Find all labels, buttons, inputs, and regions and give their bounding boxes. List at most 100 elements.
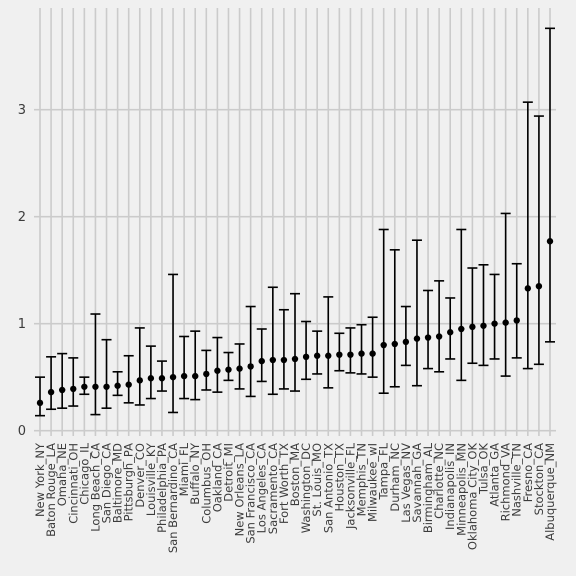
x-tick-label: Stockton_CA	[532, 443, 546, 515]
x-tick-label: San Antonio_TX	[321, 443, 335, 533]
error-bar	[445, 297, 456, 360]
x-tick-label: Pittsburgh_PA	[122, 443, 136, 522]
data-point	[225, 366, 232, 373]
data-point	[103, 383, 110, 390]
data-point	[347, 351, 354, 358]
x-tick-label: Chicago_IL	[77, 442, 91, 504]
x-tick-label: Sacramento_CA	[266, 443, 280, 534]
data-point	[214, 367, 221, 374]
x-tick-label: Philadelphia_PA	[155, 443, 169, 533]
data-point	[302, 353, 310, 361]
x-tick-label: Columbus_OH	[199, 443, 213, 524]
error-bar	[35, 376, 45, 417]
x-tick-label: Washington_DC	[299, 443, 313, 533]
data-point	[491, 320, 498, 327]
data-point	[535, 283, 543, 290]
data-point	[280, 356, 288, 364]
x-tick-label: St. Louis_MO	[310, 443, 324, 517]
x-tick-label: Memphis_TN	[355, 443, 369, 516]
data-point	[458, 325, 465, 333]
error-bar	[411, 239, 422, 387]
data-point	[81, 383, 88, 390]
data-point	[435, 333, 443, 340]
x-tick-label: Las Vegas_NV	[399, 443, 413, 523]
error-bar	[356, 323, 367, 375]
data-point	[524, 285, 532, 292]
x-tick-label: Albuquerque_NM	[543, 443, 557, 541]
y-axis-ticks: 0 1 2 3	[18, 103, 26, 439]
x-tick-label: Milwaukee_wI	[366, 443, 380, 522]
error-bar	[134, 327, 145, 406]
error-bar	[190, 330, 201, 401]
data-point	[336, 351, 343, 358]
data-point	[258, 357, 265, 365]
data-point	[413, 335, 421, 342]
error-bar	[545, 27, 555, 343]
x-tick-label: Los Angeles_CA	[255, 443, 269, 533]
data-point	[158, 375, 166, 382]
data-point	[513, 317, 520, 324]
x-tick-label: Long Beach_CA	[88, 443, 102, 532]
error-bar	[533, 115, 544, 366]
x-tick-label: Detroit_MI	[221, 443, 235, 502]
x-tick-label: Omaha_NE	[55, 443, 69, 506]
x-tick-label: Houston_TX	[332, 443, 346, 512]
x-tick-label: San Diego_CA	[100, 443, 114, 524]
error-bar	[511, 262, 522, 359]
x-tick-label: Charlotte_NC	[432, 443, 446, 519]
error-bar	[467, 267, 478, 365]
data-point	[447, 329, 454, 336]
x-tick-label: Buffalo_NY	[188, 442, 202, 505]
data-point	[469, 323, 476, 331]
y-tick-label: 2	[18, 210, 26, 225]
y-tick-label: 0	[18, 424, 26, 439]
x-tick-label: Denver_CO	[133, 443, 147, 508]
data-point	[47, 388, 55, 396]
data-point	[180, 372, 188, 380]
x-tick-label: San Francisco_CA	[244, 443, 258, 544]
y-tick-label: 1	[18, 317, 26, 332]
x-tick-label: Durham_NC	[388, 443, 402, 512]
error-bar	[145, 345, 156, 400]
data-point	[502, 319, 509, 326]
error-bar	[278, 308, 289, 390]
error-bar	[290, 292, 300, 392]
data-point	[424, 334, 432, 341]
x-tick-label: Oklahoma City_OK	[465, 443, 479, 551]
data-point	[192, 372, 199, 380]
x-tick-label: Richmond_VA	[499, 443, 513, 522]
error-bar	[256, 328, 267, 383]
data-point	[325, 352, 332, 359]
error-bar	[400, 305, 411, 367]
error-bar	[434, 280, 445, 373]
error-bar	[245, 305, 256, 398]
error-bar	[345, 327, 356, 374]
data-point	[313, 352, 321, 359]
error-bar	[478, 263, 489, 367]
data-point	[125, 381, 132, 388]
error-bar	[223, 351, 234, 382]
error-bar	[312, 330, 323, 375]
x-tick-label: Savannah_GA	[410, 443, 424, 523]
x-tick-label: Oakland_CA	[210, 443, 224, 512]
data-point	[380, 341, 387, 349]
data-point	[391, 340, 398, 348]
error-bar	[212, 336, 223, 393]
x-tick-label: Fort Worth_TX	[277, 443, 291, 524]
data-point	[236, 365, 243, 372]
error-bar	[522, 101, 533, 370]
x-tick-label: New York_NY	[33, 442, 47, 517]
data-point	[480, 322, 487, 329]
data-point	[36, 399, 44, 407]
error-bar	[489, 273, 500, 360]
x-tick-label: Nashville_TN	[510, 443, 524, 517]
x-tick-label: Atlanta_GA	[488, 443, 502, 507]
x-tick-label: Cincinnati_OH	[66, 443, 80, 524]
x-tick-label: Miami_FL	[177, 442, 191, 496]
error-bar	[57, 352, 68, 409]
data-point	[58, 386, 66, 394]
error-bar	[179, 335, 190, 400]
error-bar	[500, 212, 511, 377]
data-point	[70, 385, 77, 393]
